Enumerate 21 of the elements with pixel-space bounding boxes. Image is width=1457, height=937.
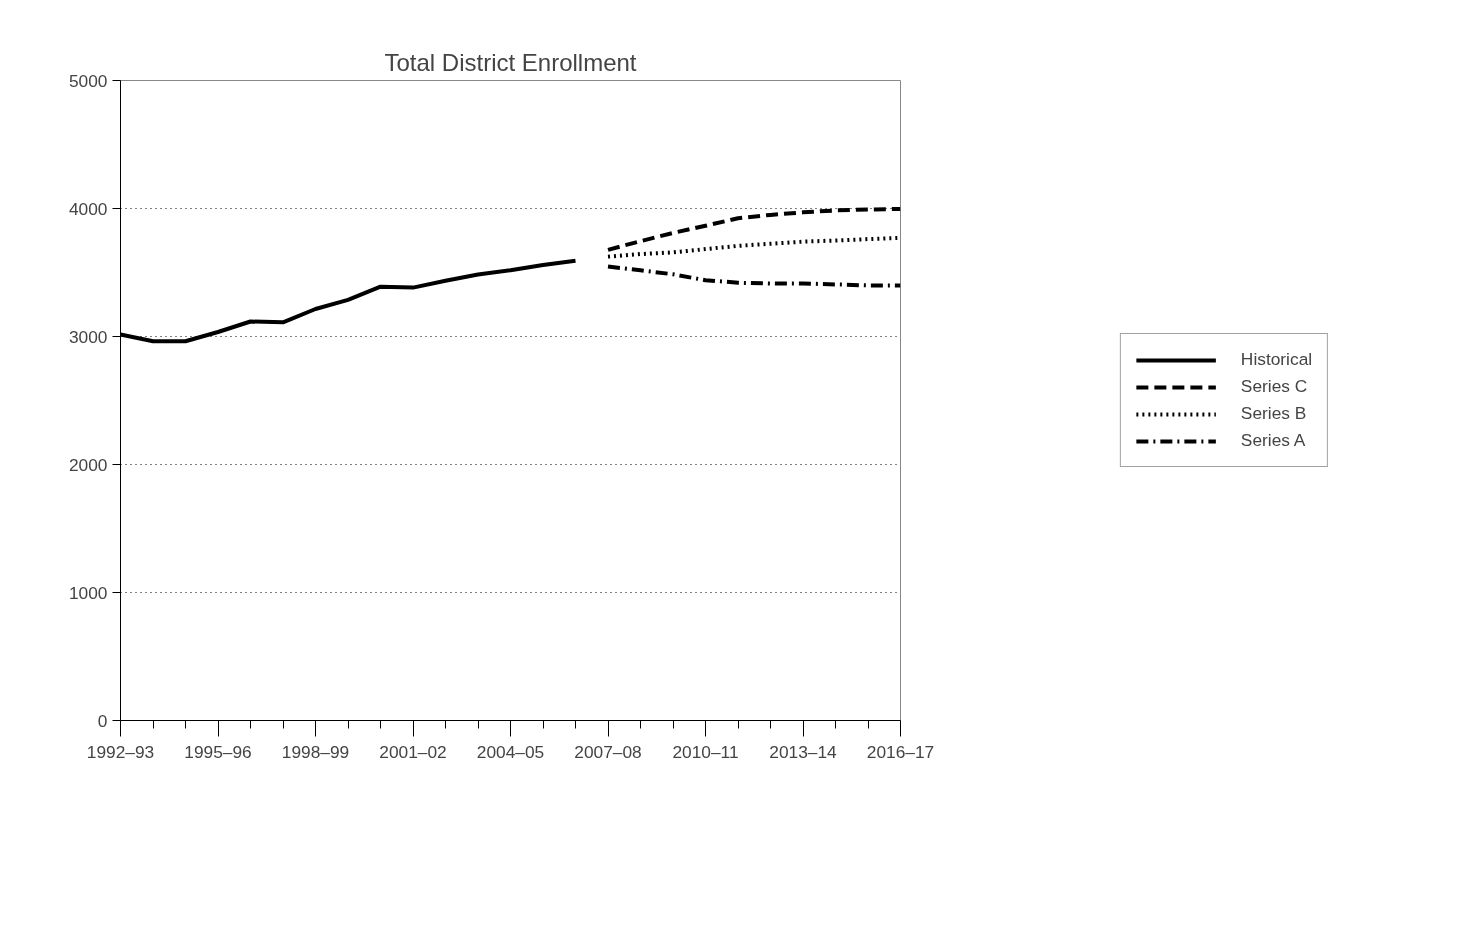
y-tick-label: 0 <box>97 710 108 731</box>
x-tick-label: 2013–14 <box>769 741 838 762</box>
y-tick-label: 5000 <box>68 70 108 91</box>
y-tick-label: 1000 <box>68 582 108 603</box>
chart-title: Total District Enrollment <box>384 48 637 76</box>
legend-label: Series B <box>1240 403 1307 424</box>
x-tick-label: 1998–99 <box>281 741 350 762</box>
x-tick-label: 2016–17 <box>866 741 935 762</box>
legend-label: Series C <box>1240 376 1308 397</box>
x-tick-label: 2010–11 <box>672 741 739 762</box>
x-tick-label: 2004–05 <box>476 741 545 762</box>
y-tick-label: 4000 <box>68 198 108 219</box>
y-tick-label: 3000 <box>68 326 108 347</box>
legend-label: Historical <box>1240 349 1313 370</box>
x-tick-label: 2001–02 <box>379 741 447 762</box>
legend-label: Series A <box>1240 430 1306 451</box>
x-tick-label: 1992–93 <box>86 741 155 762</box>
x-tick-label: 1995–96 <box>184 741 252 762</box>
line-series <box>606 264 901 288</box>
x-tick-label: 2007–08 <box>574 741 642 762</box>
y-tick-label: 2000 <box>68 454 108 475</box>
